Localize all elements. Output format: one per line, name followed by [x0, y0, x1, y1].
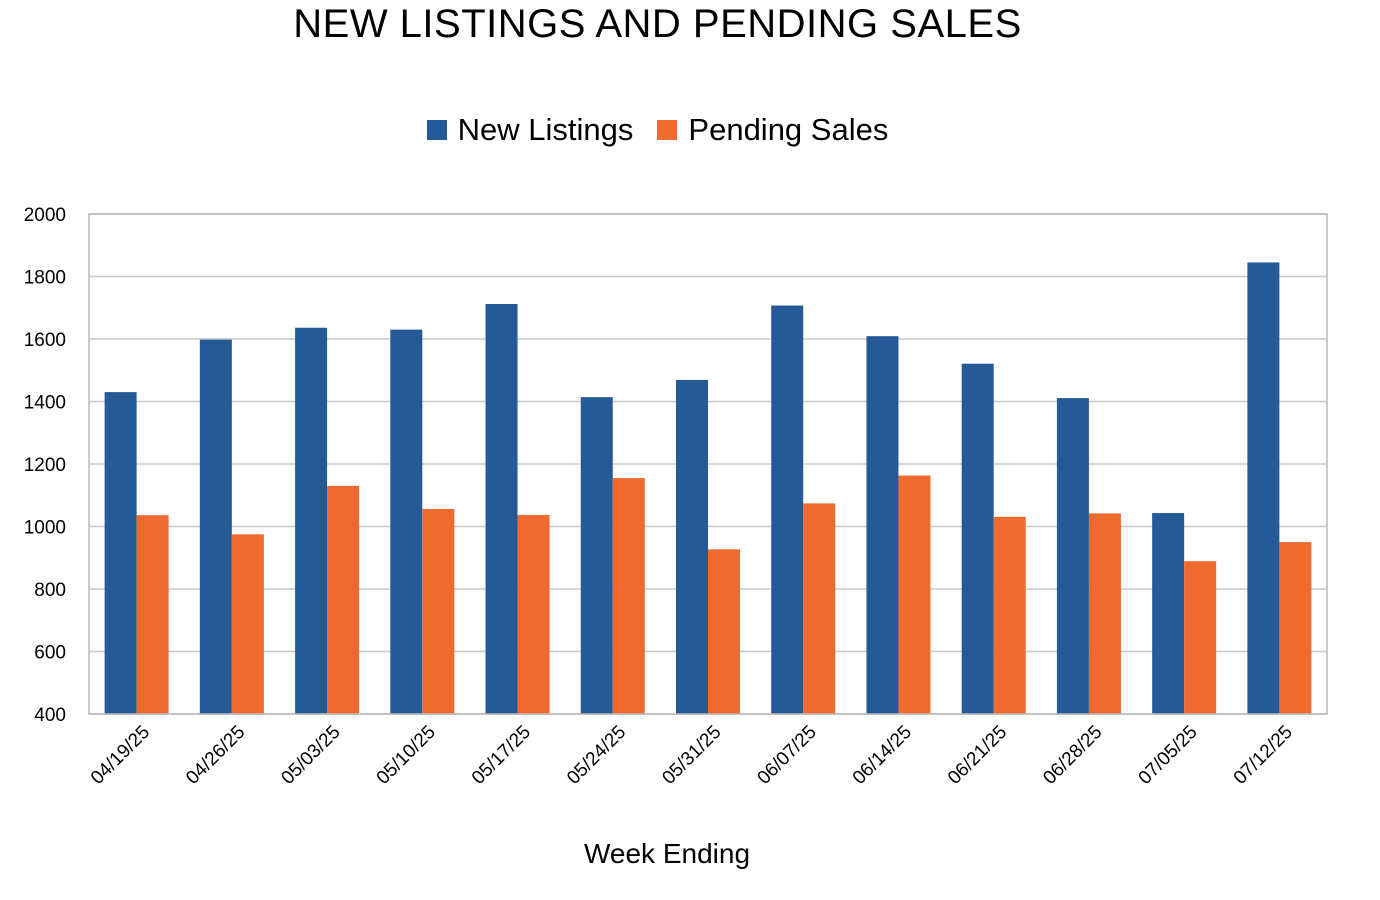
x-tick-label: 05/24/25 — [563, 722, 630, 789]
bar-pending-sales-1 — [231, 534, 264, 714]
y-axis-ticks: 400 600 800 1000 1200 1400 1600 1800 2000 — [24, 205, 66, 726]
legend-item-pending-sales: Pending Sales — [657, 112, 888, 148]
bar-new-listings-5 — [580, 397, 613, 714]
x-tick-label: 06/28/25 — [1039, 722, 1106, 789]
x-tick-label: 05/17/25 — [468, 722, 535, 789]
y-tick-label: 2000 — [24, 205, 66, 226]
bar-new-listings-3 — [390, 329, 423, 714]
bar-pending-sales-3 — [422, 509, 455, 714]
legend: New Listings Pending Sales — [0, 112, 1315, 148]
y-tick-label: 1200 — [24, 455, 66, 476]
x-axis-label: Week Ending — [583, 838, 751, 869]
x-tick-label: 07/05/25 — [1135, 722, 1202, 789]
legend-item-new-listings: New Listings — [426, 112, 634, 148]
bar-pending-sales-5 — [612, 478, 645, 714]
bar-pending-sales-0 — [136, 515, 169, 714]
legend-label-new-listings: New Listings — [457, 112, 634, 147]
y-tick-label: 1600 — [24, 330, 66, 351]
bar-new-listings-1 — [199, 339, 232, 714]
bar-new-listings-12 — [1247, 262, 1280, 714]
bar-pending-sales-11 — [1184, 561, 1217, 714]
legend-swatch-pending-sales — [657, 120, 678, 140]
y-tick-label: 1400 — [24, 393, 66, 414]
bars — [104, 262, 1312, 714]
x-tick-label: 05/31/25 — [658, 722, 725, 789]
bar-pending-sales-12 — [1279, 542, 1312, 714]
bar-pending-sales-8 — [898, 475, 931, 714]
x-tick-label: 05/03/25 — [277, 722, 344, 789]
y-tick-label: 600 — [34, 643, 66, 664]
bar-new-listings-10 — [1056, 398, 1089, 714]
bar-pending-sales-10 — [1088, 513, 1121, 714]
chart-title: NEW LISTINGS AND PENDING SALES — [293, 2, 1022, 46]
bar-pending-sales-6 — [708, 549, 740, 714]
y-tick-label: 1000 — [24, 518, 66, 539]
x-axis-ticks: 04/19/25 04/26/25 05/03/25 05/10/25 05/17/25… — [87, 722, 1297, 789]
bar-new-listings-2 — [295, 327, 328, 714]
bar-new-listings-9 — [961, 363, 994, 714]
bar-new-listings-0 — [104, 392, 137, 714]
bar-pending-sales-9 — [993, 516, 1026, 714]
x-tick-label: 04/26/25 — [182, 722, 249, 789]
bar-new-listings-6 — [676, 379, 708, 714]
y-tick-label: 800 — [34, 580, 66, 601]
x-tick-label: 04/19/25 — [87, 722, 154, 789]
bar-pending-sales-7 — [803, 503, 836, 714]
bar-pending-sales-2 — [327, 485, 360, 714]
legend-label-pending-sales: Pending Sales — [688, 112, 889, 147]
bar-new-listings-4 — [485, 304, 518, 714]
bar-pending-sales-4 — [517, 514, 550, 714]
y-tick-label: 1800 — [24, 268, 66, 289]
x-tick-label: 05/10/25 — [373, 722, 440, 789]
y-tick-label: 400 — [34, 705, 66, 726]
x-tick-label: 06/14/25 — [849, 722, 916, 789]
x-tick-label: 07/12/25 — [1230, 722, 1297, 789]
bar-new-listings-7 — [771, 305, 804, 714]
x-tick-label: 06/07/25 — [754, 722, 821, 789]
x-tick-label: 06/21/25 — [944, 722, 1011, 789]
bar-new-listings-11 — [1152, 513, 1185, 714]
legend-swatch-new-listings — [426, 120, 447, 140]
plot-frame — [88, 213, 1328, 715]
bar-new-listings-8 — [866, 336, 899, 714]
